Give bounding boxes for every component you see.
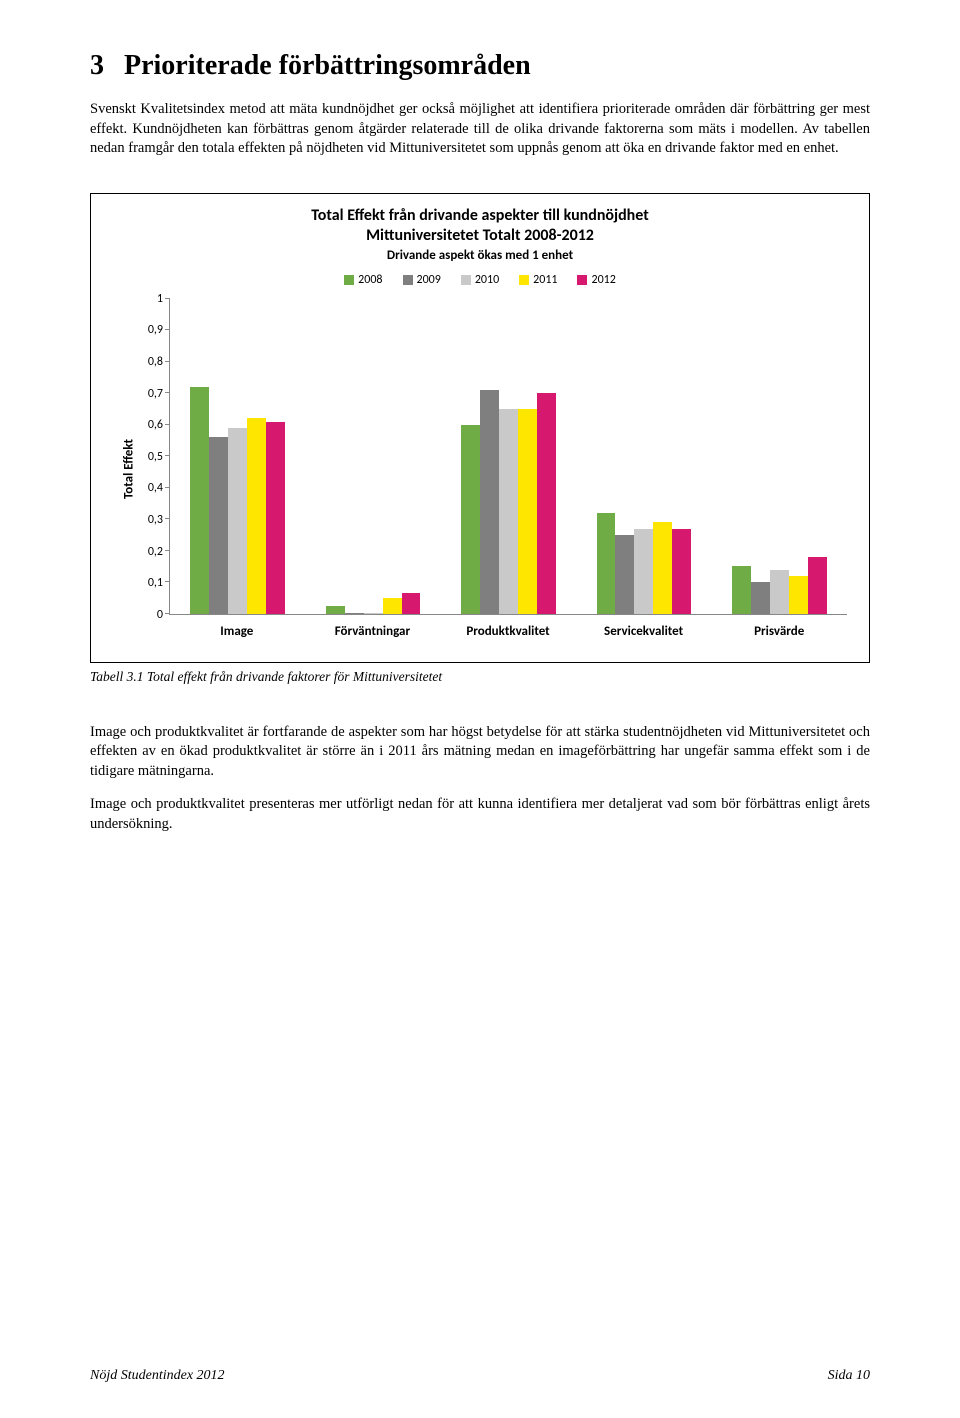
y-tick-mark [165,581,170,582]
bar [480,390,499,614]
bar [364,613,383,614]
bar [247,418,266,613]
legend-swatch [577,275,587,285]
y-tick-label: 1 [157,292,163,306]
chart-container: Total Effekt från drivande aspekter till… [90,193,870,663]
bar [537,393,556,614]
legend-item: 2009 [403,273,441,287]
bar [228,428,247,614]
section-heading: 3Prioriterade förbättringsområden [90,50,870,82]
bar [789,576,808,614]
page-footer: Nöjd Studentindex 2012 Sida 10 [90,1368,870,1384]
bar [653,522,672,613]
x-tick-label: Image [220,624,253,639]
legend-item: 2010 [461,273,499,287]
y-tick-mark [165,518,170,519]
y-tick-mark [165,329,170,330]
chart-legend: 2008 2009 2010 2011 2012 [105,273,855,287]
legend-swatch [461,275,471,285]
y-tick-label: 0,1 [148,576,163,590]
y-tick-mark [165,361,170,362]
y-tick-label: 0,6 [148,418,163,432]
y-tick-mark [165,298,170,299]
bar [209,437,228,613]
bar [770,570,789,614]
y-tick-mark [165,424,170,425]
y-tick-label: 0,5 [148,450,163,464]
y-tick-mark [165,487,170,488]
bar [751,582,770,614]
y-tick-mark [165,392,170,393]
legend-label: 2012 [591,273,615,287]
bar [461,425,480,614]
bar [597,513,616,614]
legend-label: 2010 [475,273,499,287]
legend-item: 2008 [344,273,382,287]
x-tick-label: Förväntningar [335,624,410,639]
page: 3Prioriterade förbättringsområden Svensk… [0,0,960,1418]
bar [266,422,285,614]
legend-item: 2011 [519,273,557,287]
x-axis-labels: Image Förväntningar Produktkvalitet Service… [169,617,847,639]
y-tick-mark [165,550,170,551]
paragraph-1: Svenskt Kvalitetsindex metod att mäta ku… [90,100,870,159]
bar [190,387,209,614]
bar [326,606,345,614]
chart-caption: Tabell 3.1 Total effekt från drivande fa… [90,669,870,685]
bar [402,593,421,613]
y-tick-mark [165,455,170,456]
y-tick-label: 0,3 [148,513,163,527]
y-tick-label: 0,2 [148,545,163,559]
chart-title-line2: Mittuniversitetet Totalt 2008-2012 [105,226,855,246]
legend-swatch [403,275,413,285]
chart-subtitle: Drivande aspekt ökas med 1 enhet [105,248,855,263]
chart-title-line1: Total Effekt från drivande aspekter till… [105,206,855,226]
bar [672,529,691,614]
footer-left: Nöjd Studentindex 2012 [90,1368,225,1384]
y-tick-label: 0,9 [148,323,163,337]
legend-label: 2008 [358,273,382,287]
x-tick-label: Prisvärde [754,624,804,639]
bar [808,557,827,614]
legend-label: 2011 [533,273,557,287]
bar [345,613,364,614]
paragraph-2: Image och produktkvalitet är fortfarande… [90,723,870,782]
plot-area: Total Effekt 00,10,20,30,40,50,60,70,80,… [105,299,855,639]
legend-swatch [519,275,529,285]
legend-swatch [344,275,354,285]
y-tick-label: 0,7 [148,387,163,401]
y-tick-label: 0,4 [148,481,163,495]
bar [615,535,634,614]
y-tick-label: 0 [157,608,163,622]
bar [634,529,653,614]
y-tick-label: 0,8 [148,355,163,369]
bar [499,409,518,614]
section-number: 3 [90,50,124,82]
y-tick-mark [165,613,170,614]
plot [169,299,847,615]
paragraph-3: Image och produktkvalitet presenteras me… [90,795,870,834]
x-tick-label: Servicekvalitet [604,624,683,639]
footer-right: Sida 10 [828,1368,870,1384]
bar [732,566,751,613]
x-tick-label: Produktkvalitet [466,624,549,639]
y-axis: 00,10,20,30,40,50,60,70,80,91 [127,299,167,615]
legend-item: 2012 [577,273,615,287]
legend-label: 2009 [417,273,441,287]
bar [518,409,537,614]
bar [383,598,402,614]
section-title: Prioriterade förbättringsområden [124,50,531,81]
